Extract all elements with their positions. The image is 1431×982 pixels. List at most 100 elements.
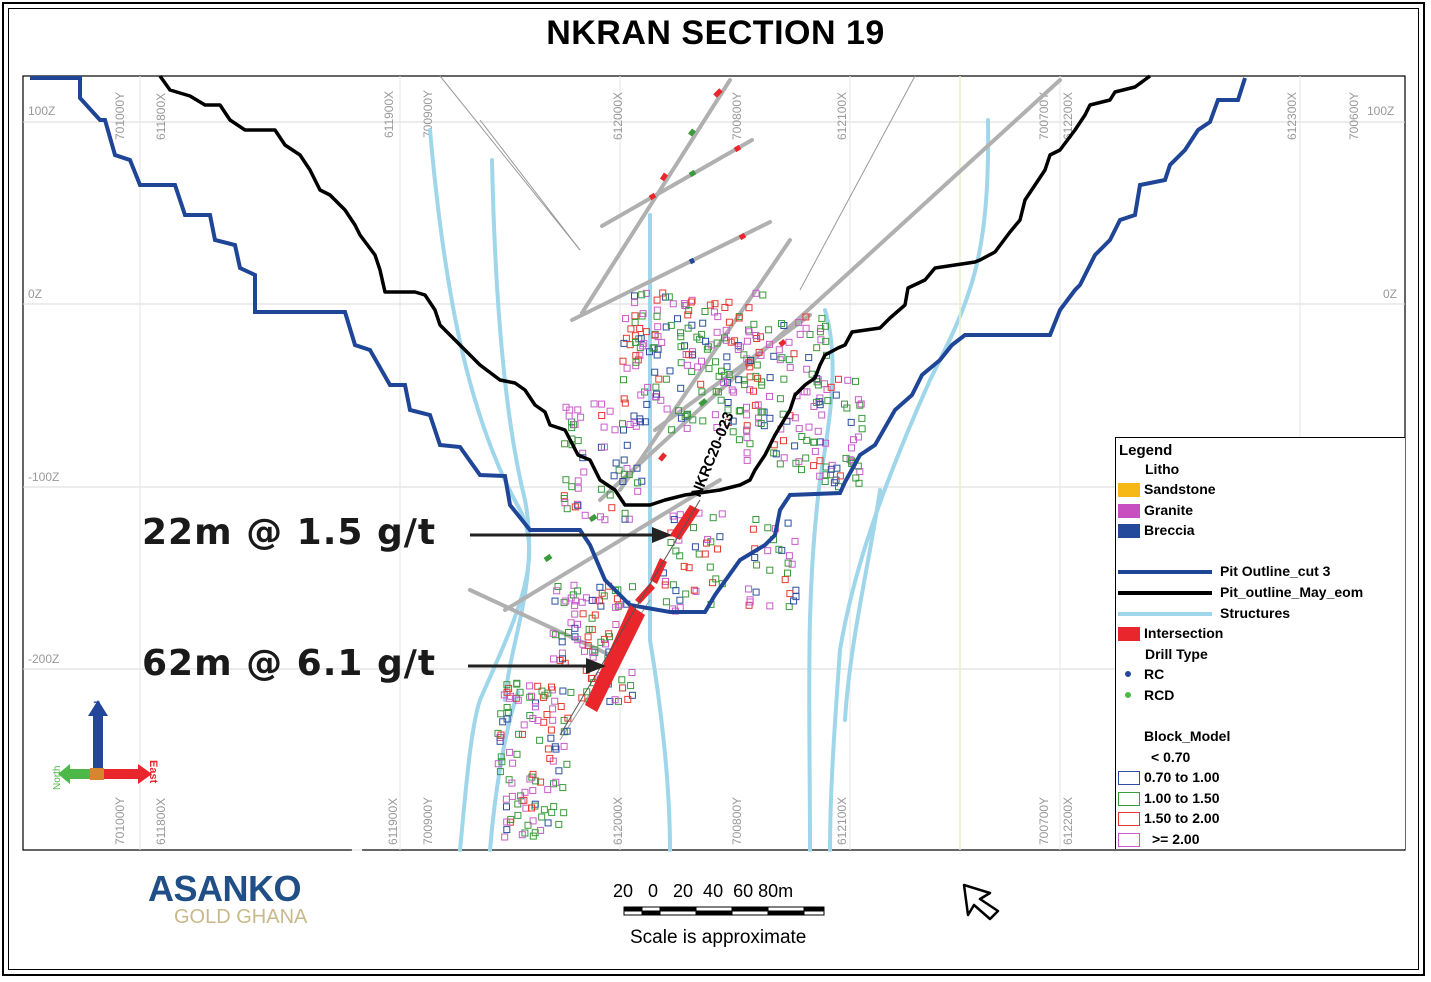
- block-cell: [589, 648, 597, 656]
- block-cell: [858, 414, 866, 422]
- block-cell: [589, 653, 597, 661]
- block-cell: [669, 300, 677, 308]
- block-cell: [713, 424, 721, 431]
- block-cell: [711, 300, 719, 308]
- block-cell: [816, 457, 824, 465]
- block-cell: [699, 417, 707, 425]
- block-cell: [588, 596, 596, 604]
- block-cell: [653, 296, 661, 304]
- legend-intersection: Intersection: [1116, 624, 1223, 642]
- block-cell: [549, 705, 557, 713]
- legend-line-structures: Structures: [1116, 604, 1290, 622]
- block-cell: [574, 406, 582, 414]
- block-cell: [518, 831, 526, 839]
- block-cell: [551, 597, 559, 605]
- grid-label: 611800X: [154, 93, 168, 140]
- block-cell: [619, 684, 627, 692]
- block-cell: [503, 803, 510, 811]
- block-cell: [518, 730, 526, 738]
- intersection-lower: [585, 605, 645, 712]
- grid-label: 700800Y: [730, 797, 744, 845]
- block-cell: [778, 354, 786, 362]
- block-cell: [758, 381, 766, 389]
- block-cell: [743, 449, 751, 457]
- block-cell: [566, 406, 574, 414]
- block-cell: [745, 359, 753, 367]
- block-cell: [503, 688, 511, 696]
- block-cell: [743, 422, 751, 430]
- drillhole-trace: [559, 499, 701, 736]
- block-cell: [818, 314, 826, 322]
- block-cell: [712, 358, 719, 366]
- block-cell: [597, 485, 605, 493]
- block-cell: [717, 396, 725, 404]
- block-cell: [612, 459, 620, 467]
- block-cell: [626, 341, 634, 349]
- block-cell: [731, 337, 739, 345]
- block-cell: [662, 375, 670, 383]
- block-cell: [509, 759, 517, 767]
- block-cell: [746, 440, 754, 448]
- block-cell: [598, 400, 606, 408]
- block-cell: [631, 319, 639, 326]
- block-cell: [735, 407, 743, 415]
- grid-label: 700900Y: [421, 797, 435, 845]
- block-cell: [816, 472, 824, 480]
- block-cell: [848, 444, 855, 452]
- block-cell: [600, 423, 608, 431]
- block-cell: [803, 365, 811, 373]
- block-cell: [835, 375, 842, 383]
- block-cell: [621, 515, 629, 523]
- block-cell: [750, 387, 757, 395]
- block-cell: [591, 611, 599, 619]
- block-cell: [685, 564, 693, 572]
- block-cell: [668, 426, 676, 434]
- block-cell: [563, 727, 571, 735]
- legend-drill-type-heading: Drill Type: [1145, 646, 1208, 662]
- block-cell: [852, 377, 859, 385]
- elev-label-100-right: 100Z: [1367, 104, 1394, 118]
- intersection-mid2: [635, 583, 655, 604]
- block-cell: [600, 443, 608, 451]
- block-cell: [776, 395, 784, 403]
- block-cell: [669, 581, 677, 589]
- block-cell: [785, 356, 793, 364]
- block-cell: [842, 454, 850, 462]
- block-cell: [514, 800, 522, 808]
- block-cell: [641, 418, 649, 426]
- block-cell: [508, 779, 516, 787]
- block-cell: [600, 592, 608, 600]
- block-cell: [810, 438, 818, 446]
- block-cell: [662, 323, 670, 331]
- block-cell: [665, 293, 673, 301]
- annotation-upper: 22m @ 1.5 g/t: [142, 512, 437, 553]
- block-cell: [619, 357, 627, 365]
- block-cell: [581, 647, 588, 655]
- block-cell: [854, 396, 862, 404]
- block-cell: [822, 322, 829, 330]
- block-cell: [526, 682, 534, 690]
- block-cell: [531, 800, 539, 808]
- block-cell: [780, 375, 788, 383]
- block-cell: [847, 418, 855, 426]
- block-cell: [663, 405, 671, 413]
- elev-label-0-left: 0Z: [28, 287, 42, 301]
- block-cell: [611, 426, 619, 434]
- block-cell: [702, 337, 710, 345]
- block-cell: [532, 703, 539, 711]
- grid-label: 612200X: [1061, 797, 1075, 845]
- block-cell: [506, 748, 514, 756]
- block-cell: [612, 603, 620, 611]
- block-cell: [504, 708, 512, 716]
- block-cell: [790, 350, 798, 358]
- block-cell: [640, 339, 648, 347]
- block-cell: [597, 602, 605, 610]
- legend-block-100-150: 1.00 to 1.50: [1116, 789, 1220, 807]
- block-cell: [743, 403, 750, 411]
- block-cell: [540, 718, 548, 726]
- block-cell: [781, 576, 789, 584]
- block-cell: [803, 436, 811, 444]
- block-cell: [574, 587, 582, 595]
- block-cell: [592, 596, 600, 604]
- block-cell: [836, 472, 844, 480]
